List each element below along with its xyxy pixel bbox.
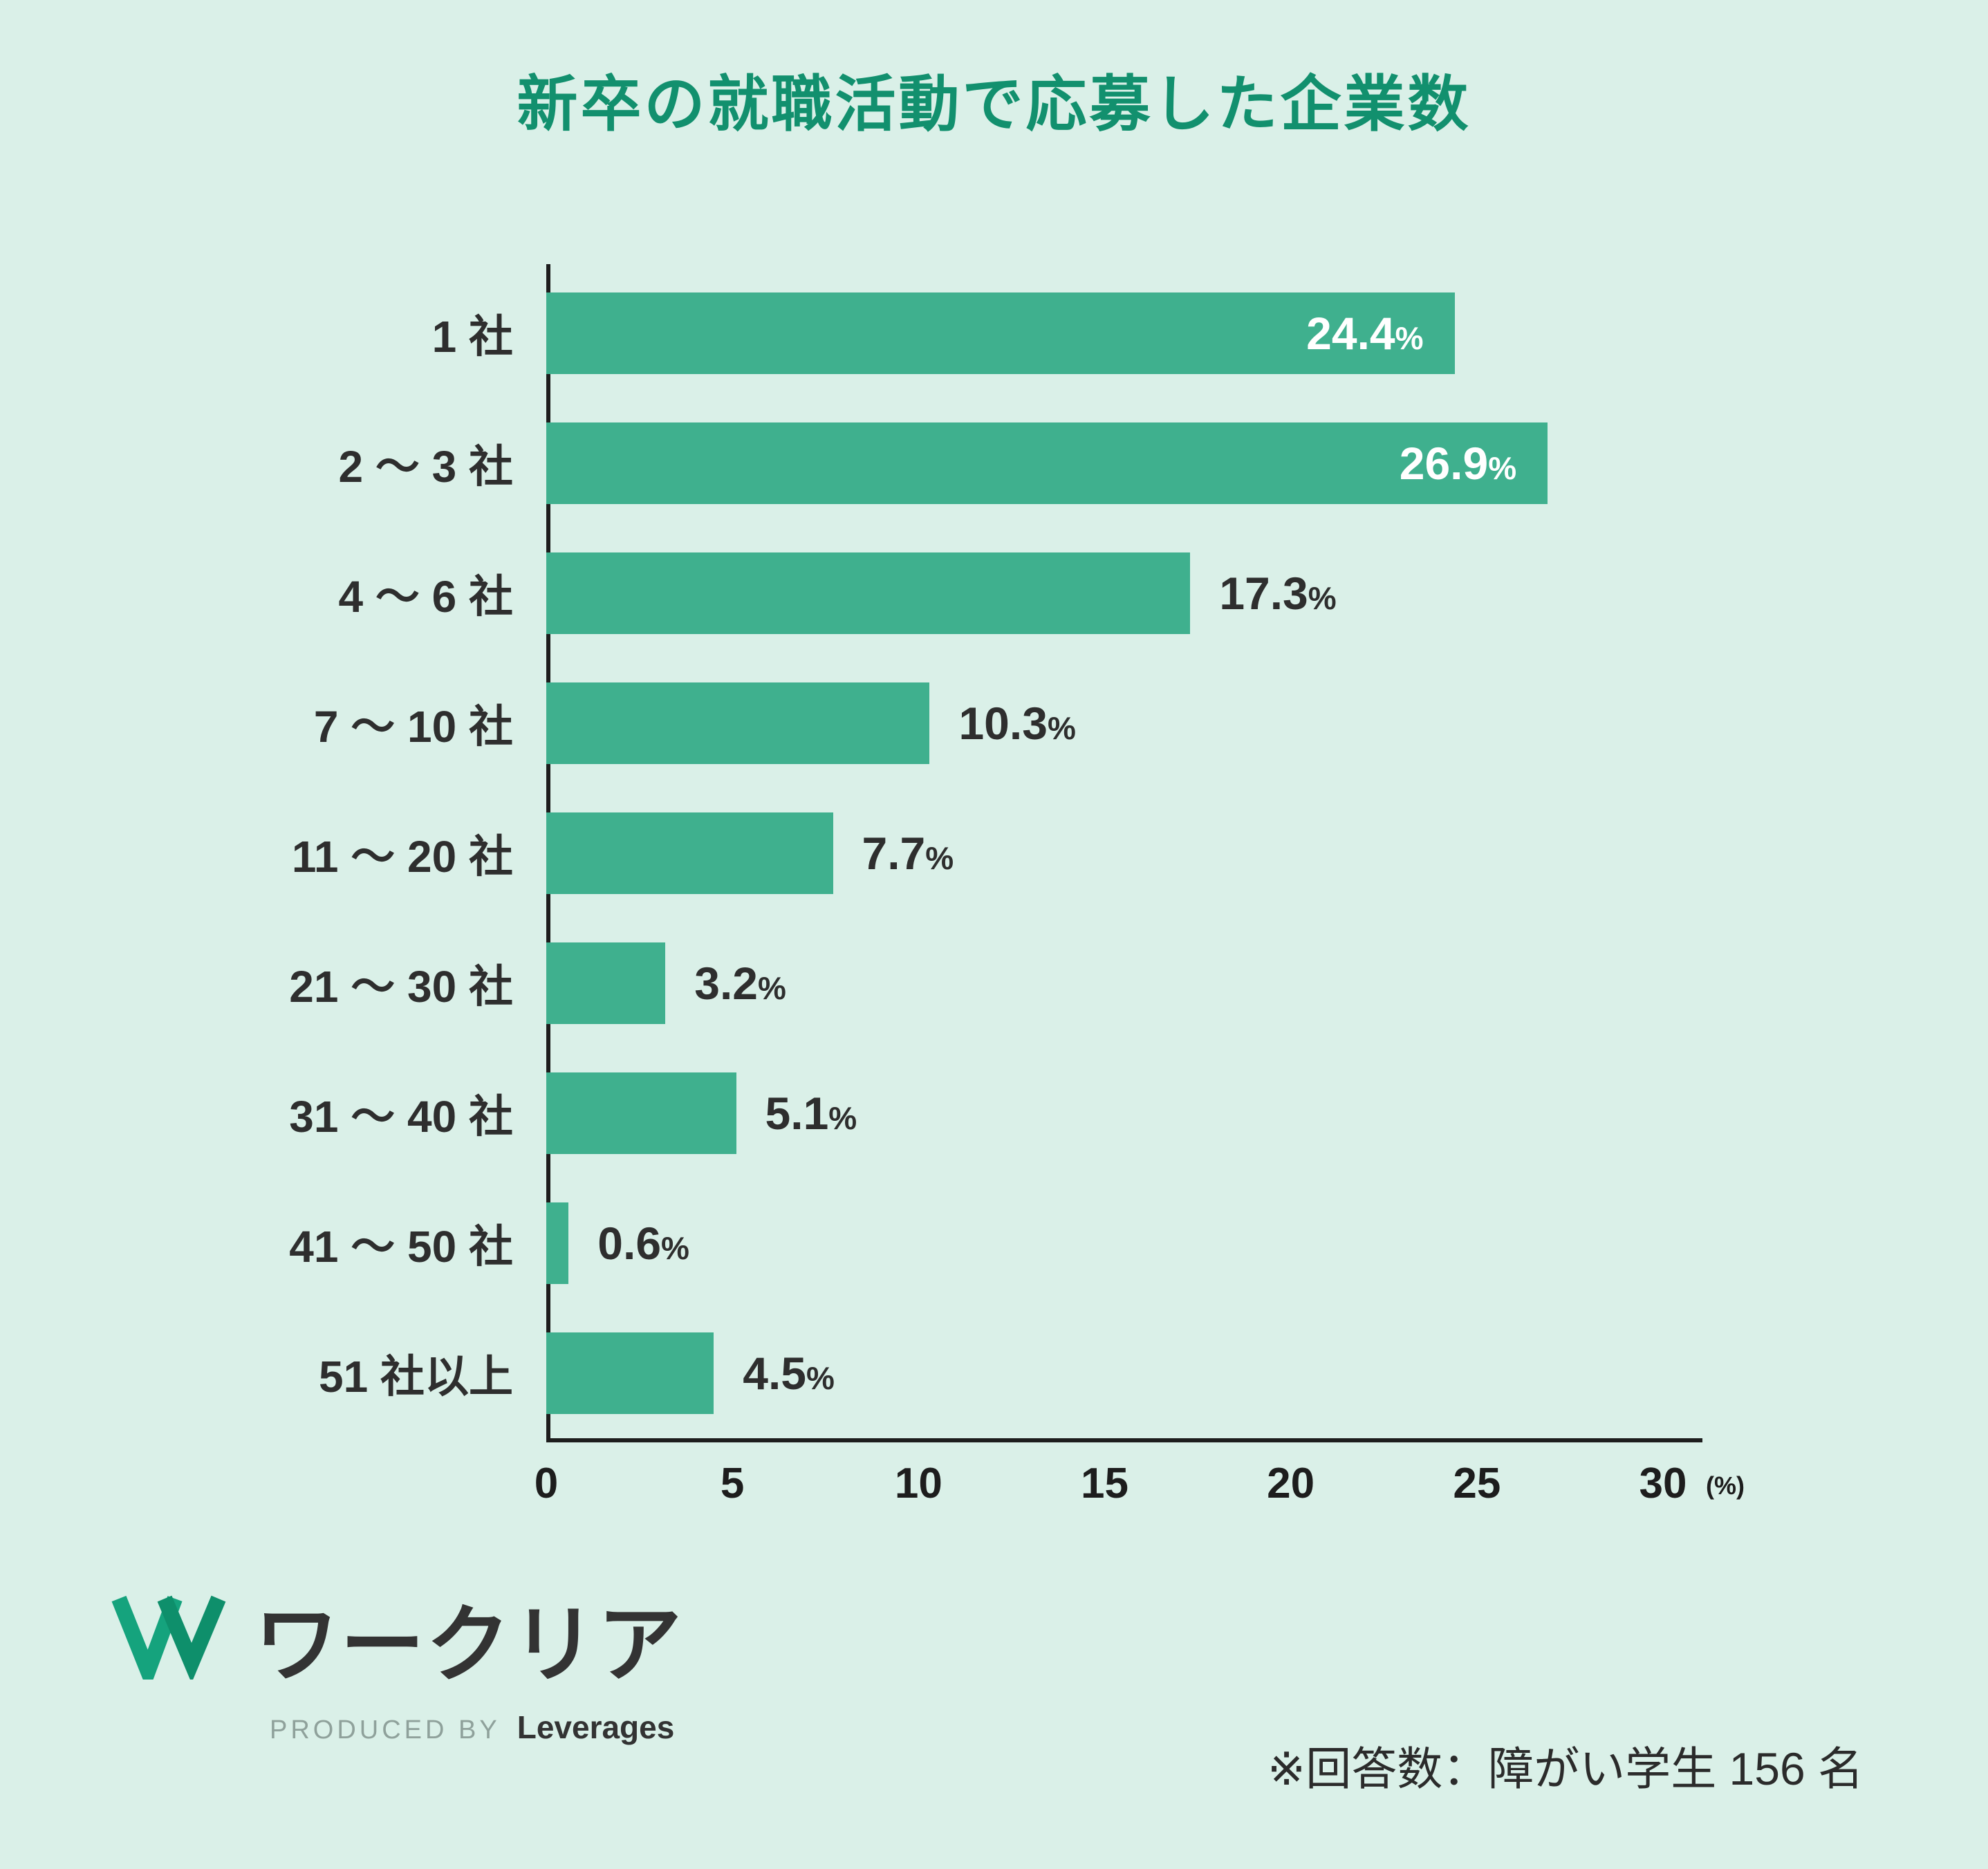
produced-by-label: PRODUCED BY (270, 1715, 501, 1745)
x-axis-unit: (%) (1706, 1471, 1745, 1500)
x-tick-label: 15 (1081, 1460, 1128, 1507)
category-label: 21 ～ 30 社 (289, 962, 513, 1012)
bar-track: 0.6% (546, 1202, 1743, 1284)
value-label: 24.4% (1306, 308, 1424, 359)
x-tick-label: 10 (894, 1460, 942, 1507)
bar (546, 812, 833, 894)
bar-track: 26.9% (546, 422, 1743, 504)
value-label: 0.6% (597, 1218, 689, 1269)
x-tick-label: 5 (720, 1460, 745, 1507)
x-tick-label: 30 (1639, 1460, 1687, 1507)
chart-row: 1 社 24.4% (138, 268, 1743, 398)
x-tick-label: 0 (534, 1460, 559, 1507)
category-label: 1 社 (431, 312, 513, 362)
category-label: 31 ～ 40 社 (289, 1092, 513, 1142)
bar-track: 3.2% (546, 942, 1743, 1024)
category-label: 51 社以上 (319, 1352, 513, 1402)
category-label: 4 ～ 6 社 (338, 572, 513, 622)
workria-logo-icon (111, 1592, 235, 1693)
brand-logo-block: ワークリア PRODUCED BY Leverages (111, 1577, 683, 1746)
value-label: 7.7% (862, 828, 954, 879)
brand-name: ワークリア (254, 1598, 683, 1692)
bar (546, 682, 930, 764)
bar-chart: 1 社 24.4% 2 ～ 3 社 26.9% 4 ～ 6 社 17.3% 7 ～ 10 社… (138, 264, 1745, 1582)
chart-row: 2 ～ 3 社 26.9% (138, 398, 1743, 528)
bar (546, 1202, 569, 1284)
chart-row: 7 ～ 10 社 10.3% (138, 658, 1743, 788)
respondents-note: ※回答数：障がい学生 156 名 (1267, 1743, 1864, 1794)
x-axis-line (546, 1438, 1702, 1442)
chart-title: 新卒の就職活動で応募した企業数 (517, 70, 1471, 138)
x-tick-label: 20 (1267, 1460, 1315, 1507)
bar (546, 292, 1455, 374)
plot-area-rows: 1 社 24.4% 2 ～ 3 社 26.9% 4 ～ 6 社 17.3% 7 ～ 10 社… (138, 268, 1743, 1438)
value-label: 3.2% (694, 958, 786, 1009)
chart-row: 4 ～ 6 社 17.3% (138, 528, 1743, 658)
chart-row: 41 ～ 50 社 0.6% (138, 1178, 1743, 1308)
bar (546, 422, 1548, 504)
chart-row: 31 ～ 40 社 5.1% (138, 1048, 1743, 1178)
bar-track: 5.1% (546, 1072, 1743, 1154)
bar (546, 942, 666, 1024)
value-label: 10.3% (958, 698, 1076, 749)
category-label: 7 ～ 10 社 (313, 702, 513, 752)
value-label: 17.3% (1219, 568, 1337, 619)
category-label: 2 ～ 3 社 (338, 442, 513, 492)
bar (546, 1332, 714, 1414)
value-label: 4.5% (743, 1348, 835, 1399)
bar-track: 7.7% (546, 812, 1743, 894)
bar-track: 4.5% (546, 1332, 1743, 1414)
chart-row: 11 ～ 20 社 7.7% (138, 788, 1743, 918)
bar (546, 1072, 736, 1154)
category-label: 41 ～ 50 社 (289, 1222, 513, 1272)
bar-track: 10.3% (546, 682, 1743, 764)
bar-track: 24.4% (546, 292, 1743, 374)
category-label: 11 ～ 20 社 (291, 832, 513, 882)
value-label: 5.1% (765, 1088, 857, 1139)
chart-row: 21 ～ 30 社 3.2% (138, 918, 1743, 1048)
value-label: 26.9% (1399, 438, 1517, 489)
x-axis-ticks: 0 5 10 15 20 25 30 (%) (535, 1459, 1745, 1521)
bar-track: 17.3% (546, 552, 1743, 634)
producer-name: Leverages (517, 1709, 675, 1745)
bar (546, 552, 1191, 634)
chart-row: 51 社以上 4.5% (138, 1308, 1743, 1438)
x-tick-label: 25 (1453, 1460, 1501, 1507)
